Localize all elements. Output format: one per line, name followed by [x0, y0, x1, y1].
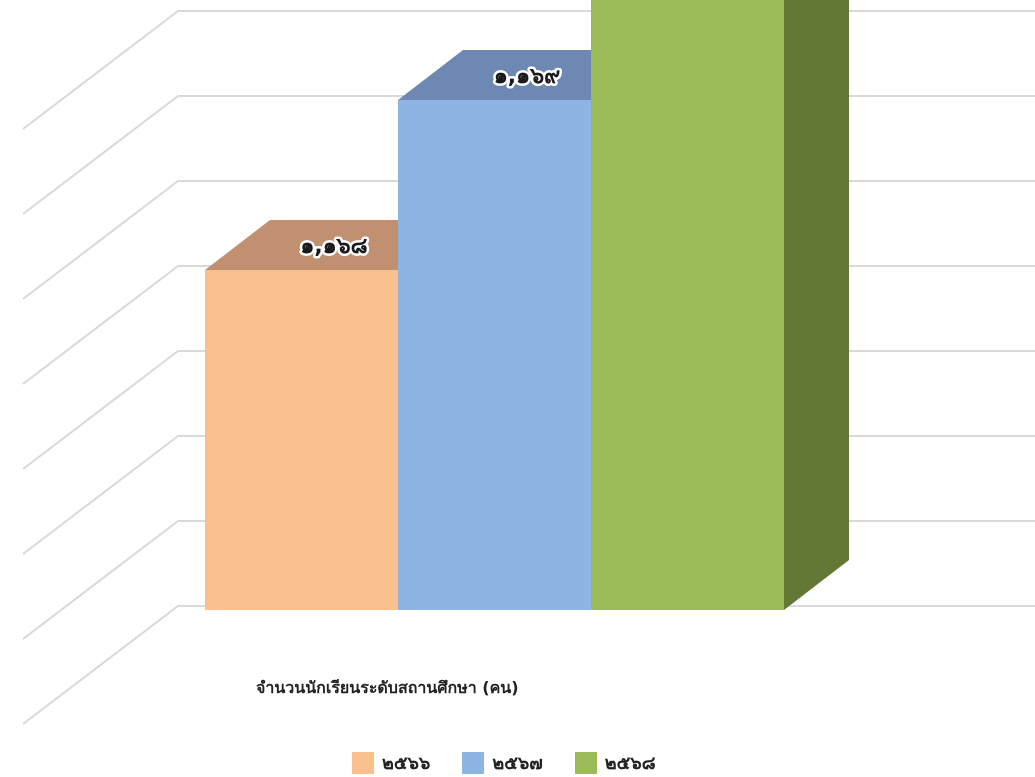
legend-label: ๒๕๖๗: [492, 753, 543, 774]
legend-swatch: [462, 751, 485, 774]
x-axis-label: จำนวนนักเรียนระดับสถานศึกษา (คน): [256, 678, 519, 697]
legend-swatch: [352, 751, 374, 774]
legend-label: ๒๕๖๖: [382, 753, 431, 774]
legend-item: ๒๕๖๘: [574, 748, 656, 777]
bar-front: [591, 0, 784, 610]
bar: [398, 50, 656, 610]
legend-item: ๒๕๖๗: [462, 748, 543, 777]
bar-front: [205, 270, 398, 610]
data-label: ๑,๑๖๙: [494, 64, 560, 89]
gridline-side: [22, 10, 179, 130]
data-label: ๑,๑๖๘: [300, 234, 367, 259]
gridline-side: [22, 180, 179, 300]
legend-swatch: [574, 751, 597, 774]
gridline-side: [22, 605, 179, 725]
gridline-side: [22, 95, 179, 215]
legend-label: ๒๕๖๘: [604, 753, 656, 774]
gridline-side: [22, 265, 179, 385]
gridline-side: [22, 520, 179, 640]
bar-front: [398, 100, 591, 610]
bars: [205, 0, 849, 610]
legend: ๒๕๖๖ ๒๕๖๗ ๒๕๖๘: [352, 748, 678, 777]
bar-side: [784, 0, 849, 610]
gridline-side: [22, 435, 179, 555]
legend-item: ๒๕๖๖: [352, 748, 430, 777]
gridline-side: [22, 350, 179, 470]
bar: [591, 0, 849, 610]
